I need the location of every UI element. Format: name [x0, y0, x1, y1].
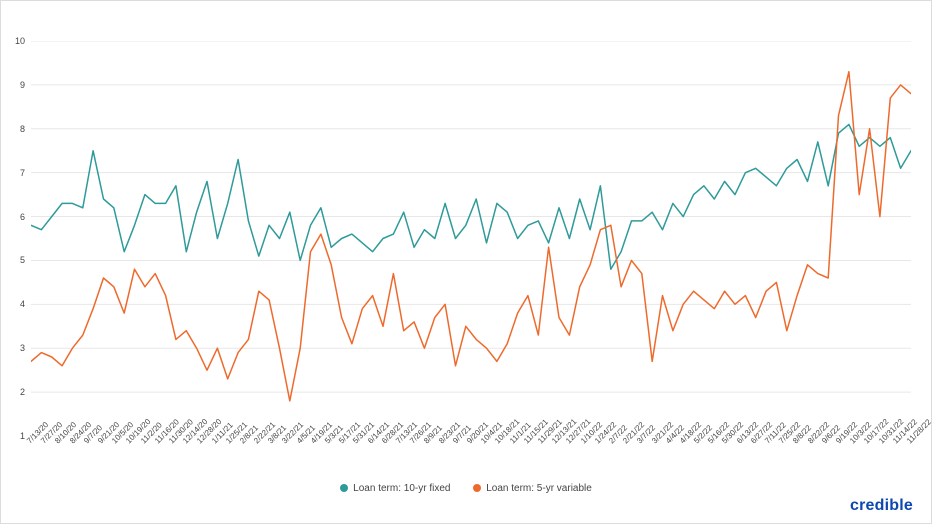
y-tick-label: 10	[15, 36, 25, 46]
plot-area	[31, 41, 911, 436]
legend-item-10yr: Loan term: 10-yr fixed	[340, 483, 450, 494]
legend-label-10yr: Loan term: 10-yr fixed	[353, 483, 450, 494]
legend-dot-5yr	[473, 484, 481, 492]
y-tick-label: 8	[20, 124, 25, 134]
chart-svg	[31, 41, 911, 436]
brand-logo: credible	[850, 497, 913, 515]
y-tick-label: 4	[20, 299, 25, 309]
y-tick-label: 1	[20, 431, 25, 441]
legend: Loan term: 10-yr fixed Loan term: 5-yr v…	[1, 483, 931, 496]
x-axis-labels: 7/13/207/27/208/10/208/24/209/7/209/21/2…	[31, 439, 911, 489]
rate-chart: 1 2 3 4 5 6 7 8 9 10 7/13/207/27/208/10/208/24/20…	[0, 0, 932, 524]
series-lines	[31, 72, 911, 401]
legend-label-5yr: Loan term: 5-yr variable	[486, 483, 592, 494]
y-tick-label: 7	[20, 168, 25, 178]
y-tick-label: 9	[20, 80, 25, 90]
legend-dot-10yr	[340, 484, 348, 492]
legend-item-5yr: Loan term: 5-yr variable	[473, 483, 592, 494]
y-tick-label: 5	[20, 255, 25, 265]
series-line	[31, 72, 911, 401]
y-tick-label: 6	[20, 212, 25, 222]
y-tick-label: 2	[20, 387, 25, 397]
gridlines	[31, 41, 911, 436]
y-tick-label: 3	[20, 343, 25, 353]
y-axis-labels: 12345678910	[1, 41, 29, 436]
series-line	[31, 124, 911, 269]
